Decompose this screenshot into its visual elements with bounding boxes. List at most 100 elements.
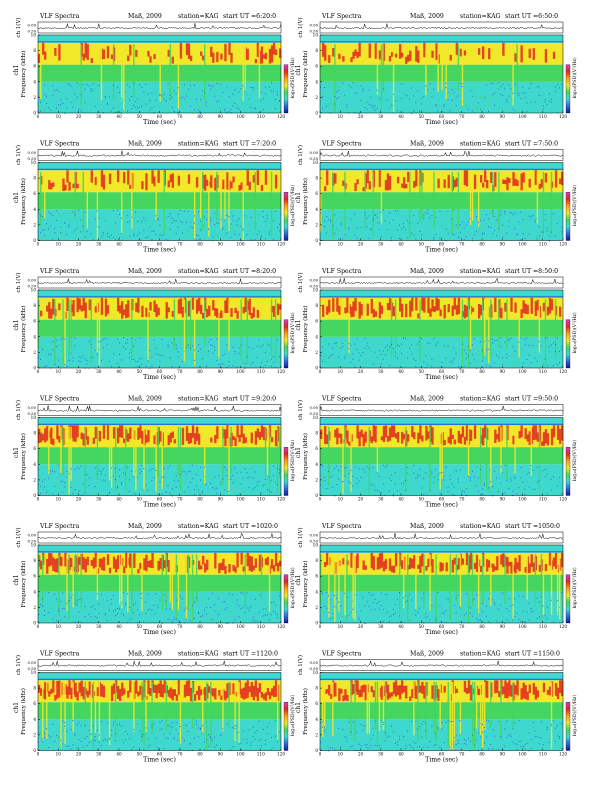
noise-dot (467, 354, 469, 356)
noise-dot (326, 232, 328, 234)
noise-dot (344, 356, 346, 358)
noise-dot (504, 110, 506, 112)
noise-dot (96, 729, 98, 731)
noise-dot (435, 343, 437, 345)
noise-dot (175, 220, 177, 222)
noise-dot (560, 592, 562, 594)
noise-dot (415, 365, 417, 367)
panel-start-time: =6:50:0 (533, 13, 558, 20)
band-mid (38, 702, 281, 720)
noise-dot (84, 211, 86, 213)
x-tick-label: 80 (197, 624, 203, 629)
emission-patch (409, 696, 412, 701)
emission-patch (506, 557, 509, 574)
noise-dot (151, 365, 153, 367)
noise-dot (56, 220, 58, 222)
noise-dot (226, 607, 228, 609)
noise-dot (429, 724, 431, 726)
colorbar (565, 319, 571, 369)
spectrum-panel-11: VLF Spectra Maß, 2009 station=KAG start UT =… (13, 651, 296, 764)
emission-patch (386, 435, 390, 442)
noise-dot (522, 481, 524, 483)
noise-dot (220, 215, 222, 217)
noise-dot (216, 487, 218, 489)
noise-dot (390, 343, 392, 345)
emission-patch (540, 441, 544, 446)
noise-dot (191, 345, 193, 347)
noise-dot (181, 96, 183, 98)
sferic-streak (366, 681, 368, 734)
noise-dot (560, 83, 562, 85)
noise-dot (114, 467, 116, 469)
emission-patch (254, 558, 257, 568)
noise-dot (169, 619, 171, 621)
noise-dot (482, 723, 483, 725)
noise-dot (324, 479, 326, 481)
noise-dot (268, 233, 270, 235)
emission-patch (398, 685, 402, 700)
noise-dot (554, 740, 556, 742)
noise-dot (234, 233, 236, 235)
noise-dot (429, 106, 431, 108)
noise-dot (56, 339, 58, 341)
emission-patch (340, 433, 343, 444)
noise-dot (488, 748, 490, 750)
emission-patch (356, 51, 359, 59)
noise-dot (546, 473, 548, 475)
noise-dot (264, 739, 266, 741)
noise-dot (84, 236, 86, 238)
noise-dot (386, 344, 388, 346)
noise-dot (431, 358, 433, 360)
noise-dot (254, 235, 256, 237)
noise-dot (376, 223, 378, 225)
noise-dot (48, 211, 50, 213)
emission-patch (358, 301, 361, 319)
noise-dot (484, 592, 486, 594)
x-tick-label: 10 (338, 114, 344, 119)
noise-dot (264, 238, 266, 240)
noise-dot (66, 616, 68, 618)
noise-dot (417, 353, 419, 355)
noise-dot (244, 363, 246, 365)
spectrogram (320, 290, 563, 369)
noise-dot (520, 112, 522, 114)
noise-dot (125, 602, 127, 604)
sferic-streak (439, 681, 441, 729)
noise-dot (376, 745, 378, 747)
noise-dot (334, 363, 336, 365)
noise-dot (506, 214, 508, 216)
emission-patch (250, 432, 253, 444)
noise-dot (250, 598, 252, 600)
x-tick-label: 80 (479, 369, 485, 374)
noise-dot (110, 729, 112, 731)
noise-dot (125, 604, 127, 606)
noise-dot (62, 232, 64, 234)
x-tick-label: 0 (319, 624, 322, 629)
noise-dot (62, 480, 64, 482)
noise-dot (372, 484, 374, 486)
emission-patch (544, 429, 548, 444)
emission-patch (421, 435, 424, 442)
noise-dot (469, 477, 471, 479)
emission-patch (465, 425, 469, 441)
noise-dot (193, 109, 195, 111)
band-top (38, 672, 281, 681)
y-tick-label: 0 (33, 748, 36, 753)
x-tick-label: 30 (378, 497, 384, 502)
emission-patch (326, 552, 329, 566)
noise-dot (508, 488, 510, 490)
noise-dot (354, 366, 356, 368)
noise-dot (58, 736, 60, 738)
noise-dot (96, 593, 98, 595)
noise-dot (443, 345, 445, 347)
sferic-streak (90, 681, 93, 740)
noise-dot (334, 96, 336, 98)
noise-dot (437, 727, 439, 729)
noise-dot (236, 472, 238, 474)
noise-dot (340, 222, 342, 224)
emission-patch (232, 435, 235, 441)
noise-dot (447, 233, 449, 235)
noise-dot (376, 489, 378, 491)
noise-dot (441, 722, 443, 724)
noise-dot (137, 361, 139, 363)
